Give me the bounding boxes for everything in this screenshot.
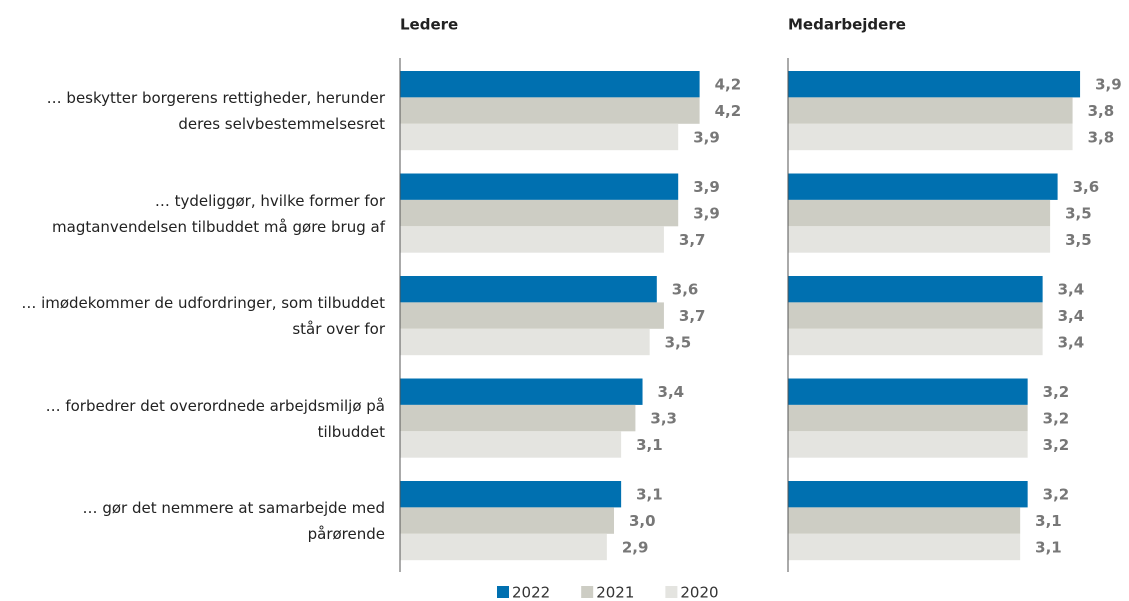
bar: [400, 533, 607, 561]
value-label: 3,7: [679, 231, 706, 249]
bar: [788, 404, 1028, 432]
bar: [400, 123, 679, 151]
bar: [788, 97, 1073, 124]
bar: [400, 431, 622, 458]
value-label: 3,5: [1065, 205, 1092, 223]
value-label: 3,4: [1058, 281, 1085, 299]
category-label: … beskytter borgerens rettigheder, herun…: [46, 89, 385, 133]
legend-label: 2022: [512, 584, 550, 601]
bar: [788, 533, 1021, 561]
bar: [788, 123, 1073, 151]
legend-label: 2021: [596, 584, 634, 601]
panel-title: Ledere: [400, 16, 458, 34]
value-label: 3,6: [672, 281, 699, 299]
value-label: 3,4: [658, 383, 685, 401]
bar: [400, 302, 664, 329]
value-label: 3,5: [665, 334, 692, 352]
value-label: 4,2: [715, 76, 742, 94]
bar: [788, 226, 1051, 253]
category-label: … forbedrer det overordnede arbejdsmiljø…: [45, 396, 385, 441]
bar: [400, 276, 657, 303]
value-label: 3,4: [1058, 307, 1085, 325]
bar: [788, 378, 1028, 405]
category-label: … gør det nemmere at samarbejde med pårø…: [82, 499, 385, 543]
bar: [400, 328, 650, 356]
value-label: 3,8: [1088, 129, 1115, 147]
value-label: 3,1: [636, 436, 663, 454]
bar: [788, 431, 1028, 458]
bar: [400, 404, 636, 432]
value-label: 3,2: [1043, 410, 1070, 428]
value-label: 3,4: [1058, 334, 1085, 352]
panel-title: Medarbejdere: [788, 16, 906, 34]
legend-label: 2020: [680, 584, 718, 601]
bar: [400, 199, 679, 227]
bar: [788, 276, 1043, 303]
value-label: 3,0: [629, 512, 656, 530]
value-label: 3,5: [1065, 231, 1092, 249]
value-label: 3,7: [679, 307, 706, 325]
legend-swatch: [665, 586, 678, 598]
bar: [788, 173, 1058, 200]
bar: [788, 199, 1051, 227]
bar: [400, 481, 622, 508]
value-label: 3,2: [1043, 436, 1070, 454]
bar: [788, 481, 1028, 508]
value-label: 3,6: [1073, 178, 1100, 196]
bar: [400, 226, 664, 253]
bar: [788, 71, 1081, 98]
value-label: 3,1: [1035, 539, 1062, 557]
value-label: 3,1: [636, 486, 663, 504]
bar: [400, 97, 700, 124]
value-label: 3,2: [1043, 383, 1070, 401]
value-label: 3,3: [650, 410, 677, 428]
value-label: 4,2: [715, 102, 742, 120]
bar: [400, 507, 614, 534]
value-label: 3,9: [693, 205, 720, 223]
bar: [788, 328, 1043, 356]
bar: [400, 173, 679, 200]
value-label: 3,9: [693, 178, 720, 196]
legend-swatch: [581, 586, 594, 598]
value-label: 3,8: [1088, 102, 1115, 120]
bar: [400, 71, 700, 98]
value-label: 3,9: [693, 129, 720, 147]
legend-swatch: [497, 586, 509, 598]
value-label: 3,9: [1095, 76, 1122, 94]
value-label: 3,2: [1043, 486, 1070, 504]
bar: [400, 378, 643, 405]
value-label: 2,9: [622, 539, 649, 557]
bar: [788, 507, 1021, 534]
value-label: 3,1: [1035, 512, 1062, 530]
category-label: … imødekommer de udfordringer, som tilbu…: [21, 294, 385, 338]
bar: [788, 302, 1043, 329]
category-label: … tydeliggør, hvilke former for magtanve…: [52, 191, 385, 236]
